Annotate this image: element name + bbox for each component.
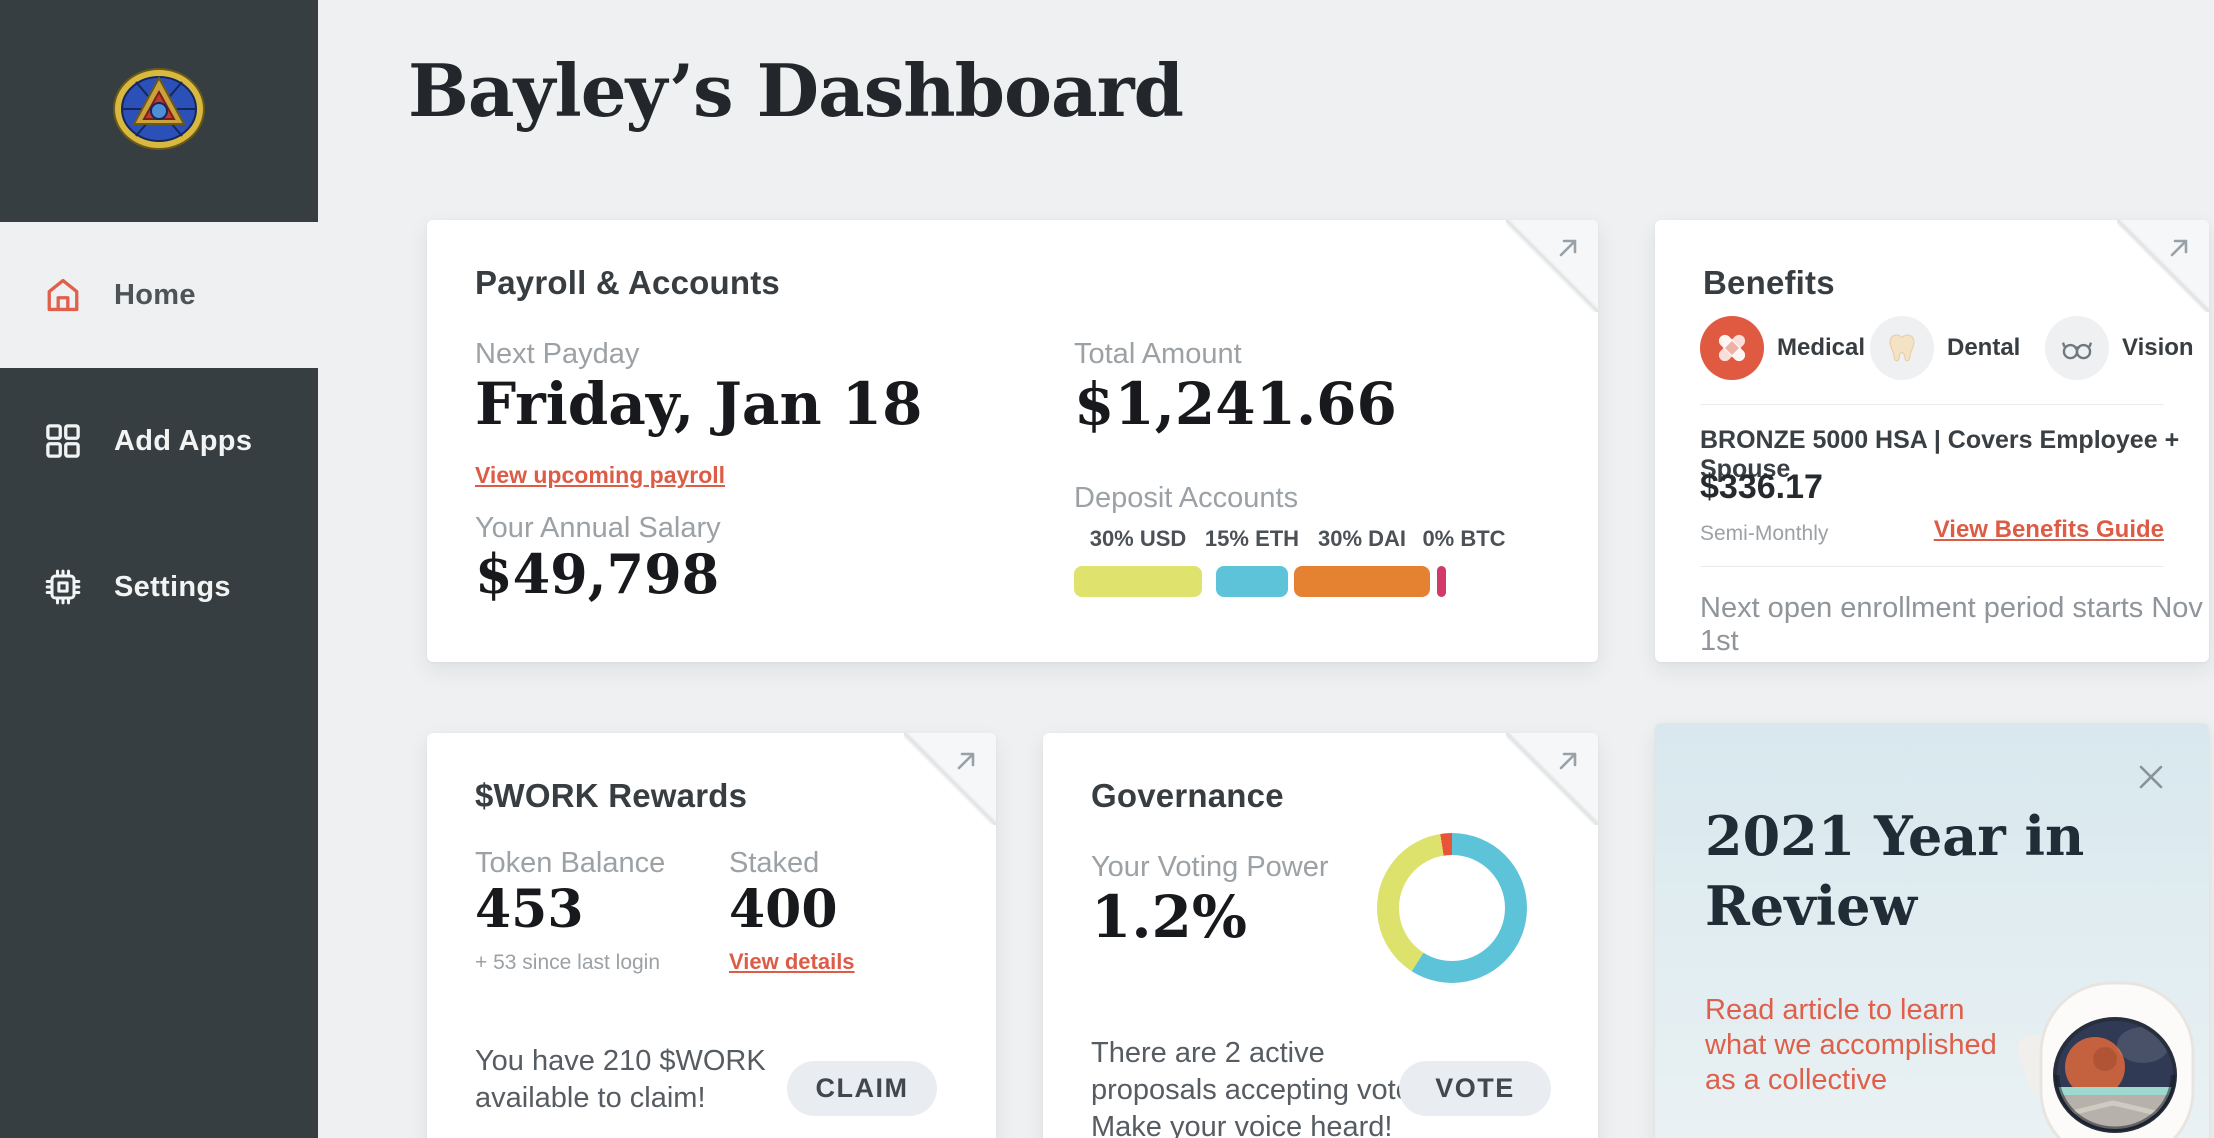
- expand-arrow-icon: [1559, 752, 1577, 770]
- deposit-accounts-chart: 30% USD 15% ETH 30% DAI 0% BTC: [1074, 526, 1544, 597]
- staked-value: 400: [729, 879, 838, 940]
- card-title: Governance: [1091, 777, 1284, 814]
- benefit-vision: Vision: [2045, 316, 2194, 380]
- astronaut-image: [1993, 975, 2209, 1138]
- logo-block: [0, 0, 318, 222]
- annual-salary-label: Your Annual Salary: [475, 512, 721, 544]
- next-payday-label: Next Payday: [475, 338, 640, 370]
- annual-salary-value: $49,798: [475, 542, 720, 606]
- next-payday-value: Friday, Jan 18: [475, 370, 923, 438]
- org-logo-icon: [112, 62, 206, 161]
- benefit-label: Dental: [1947, 334, 2021, 361]
- expand-arrow-icon: [1559, 239, 1577, 257]
- plan-line: BRONZE 5000 HSA | Covers Employee + Spou…: [1700, 426, 2180, 483]
- enrollment-note: Next open enrollment period starts Nov 1…: [1700, 592, 2203, 657]
- deposit-accounts-label: Deposit Accounts: [1074, 482, 1299, 514]
- sidebar: Home Add Apps Settings: [0, 0, 318, 1138]
- year-in-review-card: 2021 Year in Review Read article to lear…: [1655, 723, 2209, 1138]
- voting-power-donut-chart: [1377, 833, 1527, 983]
- sidebar-item-label: Home: [114, 278, 196, 311]
- premium-frequency: Semi-Monthly: [1700, 522, 1829, 545]
- proposals-message: There are 2 active proposals accepting v…: [1091, 1037, 1435, 1138]
- premium-amount: $336.17: [1700, 468, 1823, 506]
- expand-work-rewards-button[interactable]: [904, 733, 996, 825]
- voting-power-value: 1.2%: [1091, 883, 1248, 951]
- year-review-body: Read article to learn what we accomplish…: [1705, 994, 1997, 1096]
- governance-card: Governance Your Voting Power 1.2% There …: [1043, 733, 1598, 1138]
- page-title: Bayley’s Dashboard: [408, 48, 1184, 133]
- view-benefits-guide-link[interactable]: View Benefits Guide: [1933, 516, 2164, 543]
- year-review-title: 2021 Year in Review: [1705, 804, 2085, 938]
- expand-governance-button[interactable]: [1506, 733, 1598, 825]
- deposit-segment-label: 30% DAI: [1317, 526, 1407, 551]
- token-balance-label: Token Balance: [475, 847, 666, 879]
- vote-button[interactable]: VOTE: [1399, 1061, 1551, 1116]
- expand-benefits-button[interactable]: [2117, 220, 2209, 312]
- work-rewards-card: $WORK Rewards Token Balance 453 + 53 sin…: [427, 733, 996, 1138]
- card-title: $WORK Rewards: [475, 777, 748, 814]
- deposit-segment-label: 0% BTC: [1422, 526, 1506, 551]
- view-upcoming-payroll-link[interactable]: View upcoming payroll: [475, 462, 726, 488]
- card-title: Benefits: [1703, 264, 1835, 301]
- benefit-dental: Dental: [1870, 316, 2020, 380]
- bandage-icon: [1700, 316, 1764, 380]
- deposit-bar-eth: [1216, 566, 1288, 597]
- divider: [1700, 404, 2164, 405]
- sidebar-item-settings[interactable]: Settings: [0, 514, 318, 660]
- deposit-bar-dai: [1294, 566, 1430, 597]
- token-balance-value: 453: [475, 879, 584, 940]
- voting-power-label: Your Voting Power: [1091, 851, 1329, 883]
- token-balance-note: + 53 since last login: [475, 951, 661, 974]
- benefits-card: Benefits Medical Dental Vision BRONZE: [1655, 220, 2209, 662]
- sidebar-nav: Home Add Apps Settings: [0, 222, 318, 660]
- expand-arrow-icon: [957, 752, 975, 770]
- card-title: Payroll & Accounts: [475, 264, 780, 301]
- deposit-segment-label: 30% USD: [1089, 526, 1187, 551]
- home-icon: [40, 272, 86, 318]
- deposit-bar-btc: [1437, 566, 1446, 597]
- expand-payroll-button[interactable]: [1506, 220, 1598, 312]
- total-amount-value: $1,241.66: [1074, 370, 1397, 438]
- benefit-medical: Medical: [1700, 316, 1865, 380]
- chip-icon: [40, 564, 86, 610]
- sidebar-item-home[interactable]: Home: [0, 222, 318, 368]
- sidebar-item-add-apps[interactable]: Add Apps: [0, 368, 318, 514]
- expand-arrow-icon: [2170, 239, 2188, 257]
- grid-icon: [40, 418, 86, 464]
- payroll-card: Payroll & Accounts Next Payday Friday, J…: [427, 220, 1598, 662]
- close-icon[interactable]: [2133, 759, 2169, 795]
- deposit-segment-label: 15% ETH: [1204, 526, 1300, 551]
- staked-label: Staked: [729, 847, 820, 879]
- divider: [1700, 566, 2164, 567]
- deposit-bar-usd: [1074, 566, 1202, 597]
- sidebar-item-label: Settings: [114, 570, 231, 603]
- tooth-icon: [1870, 316, 1934, 380]
- sidebar-item-label: Add Apps: [114, 424, 253, 457]
- claim-message: You have 210 $WORK available to claim!: [475, 1045, 766, 1114]
- glasses-icon: [2045, 316, 2109, 380]
- claim-button[interactable]: CLAIM: [787, 1061, 937, 1116]
- view-details-link[interactable]: View details: [729, 949, 855, 974]
- total-amount-label: Total Amount: [1074, 338, 1242, 370]
- benefit-label: Medical: [1777, 334, 1866, 361]
- benefit-label: Vision: [2122, 334, 2194, 361]
